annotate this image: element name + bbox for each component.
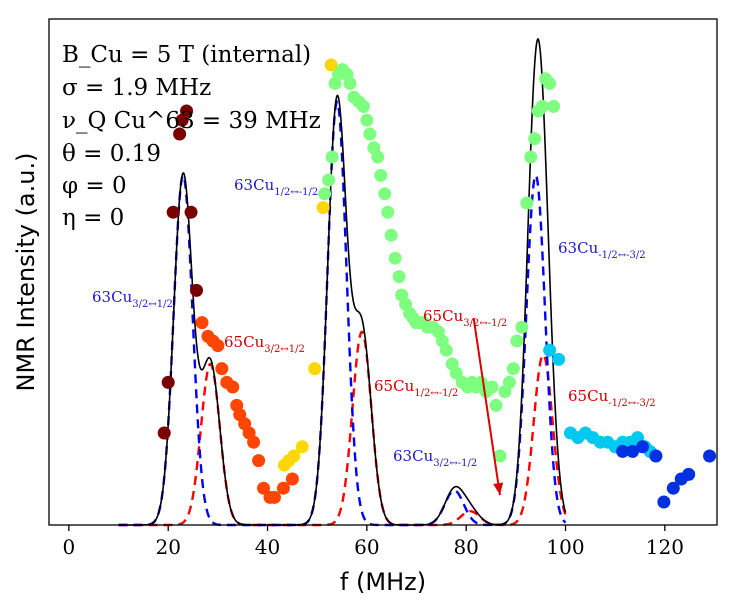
data-point-light-green (363, 127, 377, 141)
data-point-orange-red (226, 380, 240, 394)
data-point-blue (626, 444, 640, 458)
arrow-line (472, 317, 501, 496)
data-point-light-green (381, 205, 395, 219)
parameter-block: B_Cu = 5 T (internal) σ = 1.9 MHz ν_Q Cu… (62, 42, 321, 231)
data-point-light-green (547, 99, 561, 113)
transition-annotations: 63Cu3/2↔1/2 63Cu1/2↔-1/2 65Cu3/2↔1/2 65C… (92, 176, 656, 469)
annotation-arrow (472, 317, 504, 496)
x-tick-label: 60 (354, 535, 379, 559)
x-tick-label: 120 (646, 535, 684, 559)
annotation-cu65-right: 65Cu-1/2↔-3/2 (568, 387, 656, 409)
data-point-gold (295, 440, 309, 454)
data-point-blue (682, 467, 696, 481)
data-point-light-green (524, 150, 538, 164)
x-tick-label: 40 (255, 535, 280, 559)
data-point-light-green (485, 380, 499, 394)
data-point-blue (636, 440, 649, 454)
data-point-dark-red (190, 283, 204, 297)
annotation-cu65-m1h: 65Cu3/2↔-1/2 (423, 307, 507, 329)
scatter-points (157, 58, 717, 509)
data-point-light-green (360, 113, 374, 127)
data-point-light-green (515, 320, 529, 334)
annotation-cu65-mid: 65Cu1/2↔-1/2 (374, 377, 458, 399)
data-point-dark-red (157, 426, 171, 440)
data-point-dark-red (173, 127, 187, 141)
annotation-cu63-1h: 63Cu3/2↔1/2 (92, 288, 173, 310)
param-sigma: σ = 1.9 MHz (62, 75, 211, 101)
annotation-cu63-m1h: 63Cu1/2↔-1/2 (234, 176, 318, 198)
data-point-light-green (318, 187, 332, 201)
data-point-dark-red (184, 205, 198, 219)
plot-frame (48, 18, 718, 526)
data-point-orange-red (252, 454, 266, 468)
x-tick-label: 0 (62, 535, 75, 559)
param-nuq: ν_Q Cu^63 = 39 MHz (62, 108, 321, 134)
param-bcu: B_Cu = 5 T (internal) (62, 42, 311, 68)
data-point-orange-red (215, 362, 229, 376)
arrow-head (493, 482, 504, 496)
data-point-light-green (449, 366, 463, 380)
data-point-light-green (374, 168, 388, 182)
x-axis-label: f (MHz) (340, 568, 426, 596)
x-tick-label: 20 (155, 535, 180, 559)
annotation-cu63-right: 63Cu-1/2↔-3/2 (558, 239, 646, 261)
annotation-cu63-m3h: 63Cu3/2↔-1/2 (393, 447, 477, 469)
data-point-light-green (489, 398, 503, 412)
data-point-gold (308, 362, 322, 376)
data-point-dark-red (166, 205, 180, 219)
data-point-gold (316, 201, 330, 215)
data-point-light-green (356, 99, 370, 113)
data-point-light-green (322, 173, 336, 187)
data-point-orange-red (276, 481, 290, 495)
data-point-dark-red (180, 104, 194, 118)
data-point-light-green (343, 76, 357, 90)
annotation-cu65-1h: 65Cu3/2↔1/2 (224, 333, 305, 355)
y-axis-label: NMR Intensity (a.u.) (12, 153, 40, 392)
data-point-light-green (378, 187, 392, 201)
data-point-cyan (543, 343, 557, 357)
x-tick-label: 100 (546, 535, 584, 559)
data-point-blue (616, 444, 630, 458)
data-point-blue (649, 449, 663, 463)
param-theta: θ = 0.19 (62, 141, 161, 167)
data-point-orange-red (211, 339, 225, 353)
data-point-orange-red (267, 490, 281, 504)
x-axis-ticks: 0 20 40 60 80 100 120 (62, 525, 684, 559)
data-point-orange-red (247, 435, 261, 449)
x-tick-label: 80 (453, 535, 478, 559)
data-point-light-green (520, 196, 534, 210)
data-point-gold (287, 449, 301, 463)
data-point-cyan (552, 352, 566, 366)
data-point-light-green (528, 132, 542, 146)
data-point-light-green (325, 150, 339, 164)
data-point-light-green (384, 228, 398, 242)
data-point-light-green (371, 150, 385, 164)
param-phi: φ = 0 (62, 173, 127, 199)
data-point-blue (666, 481, 680, 495)
data-point-light-green (506, 362, 520, 376)
data-point-light-green (510, 334, 524, 348)
data-point-light-green (439, 343, 453, 357)
data-point-light-green (543, 76, 557, 90)
data-point-light-green (493, 449, 507, 463)
data-point-light-green (535, 99, 549, 113)
data-point-light-green (388, 251, 402, 265)
data-point-gold (324, 58, 338, 72)
data-point-orange-red (195, 316, 209, 330)
cu65-fit-curve (118, 330, 567, 527)
data-point-light-green (392, 270, 406, 284)
data-point-orange-red (257, 481, 271, 495)
data-point-dark-red (161, 375, 175, 389)
data-point-orange-red (285, 472, 299, 486)
data-point-blue (657, 495, 671, 509)
data-point-blue (703, 449, 717, 463)
param-eta: η = 0 (62, 205, 124, 231)
data-point-light-green (502, 375, 516, 389)
